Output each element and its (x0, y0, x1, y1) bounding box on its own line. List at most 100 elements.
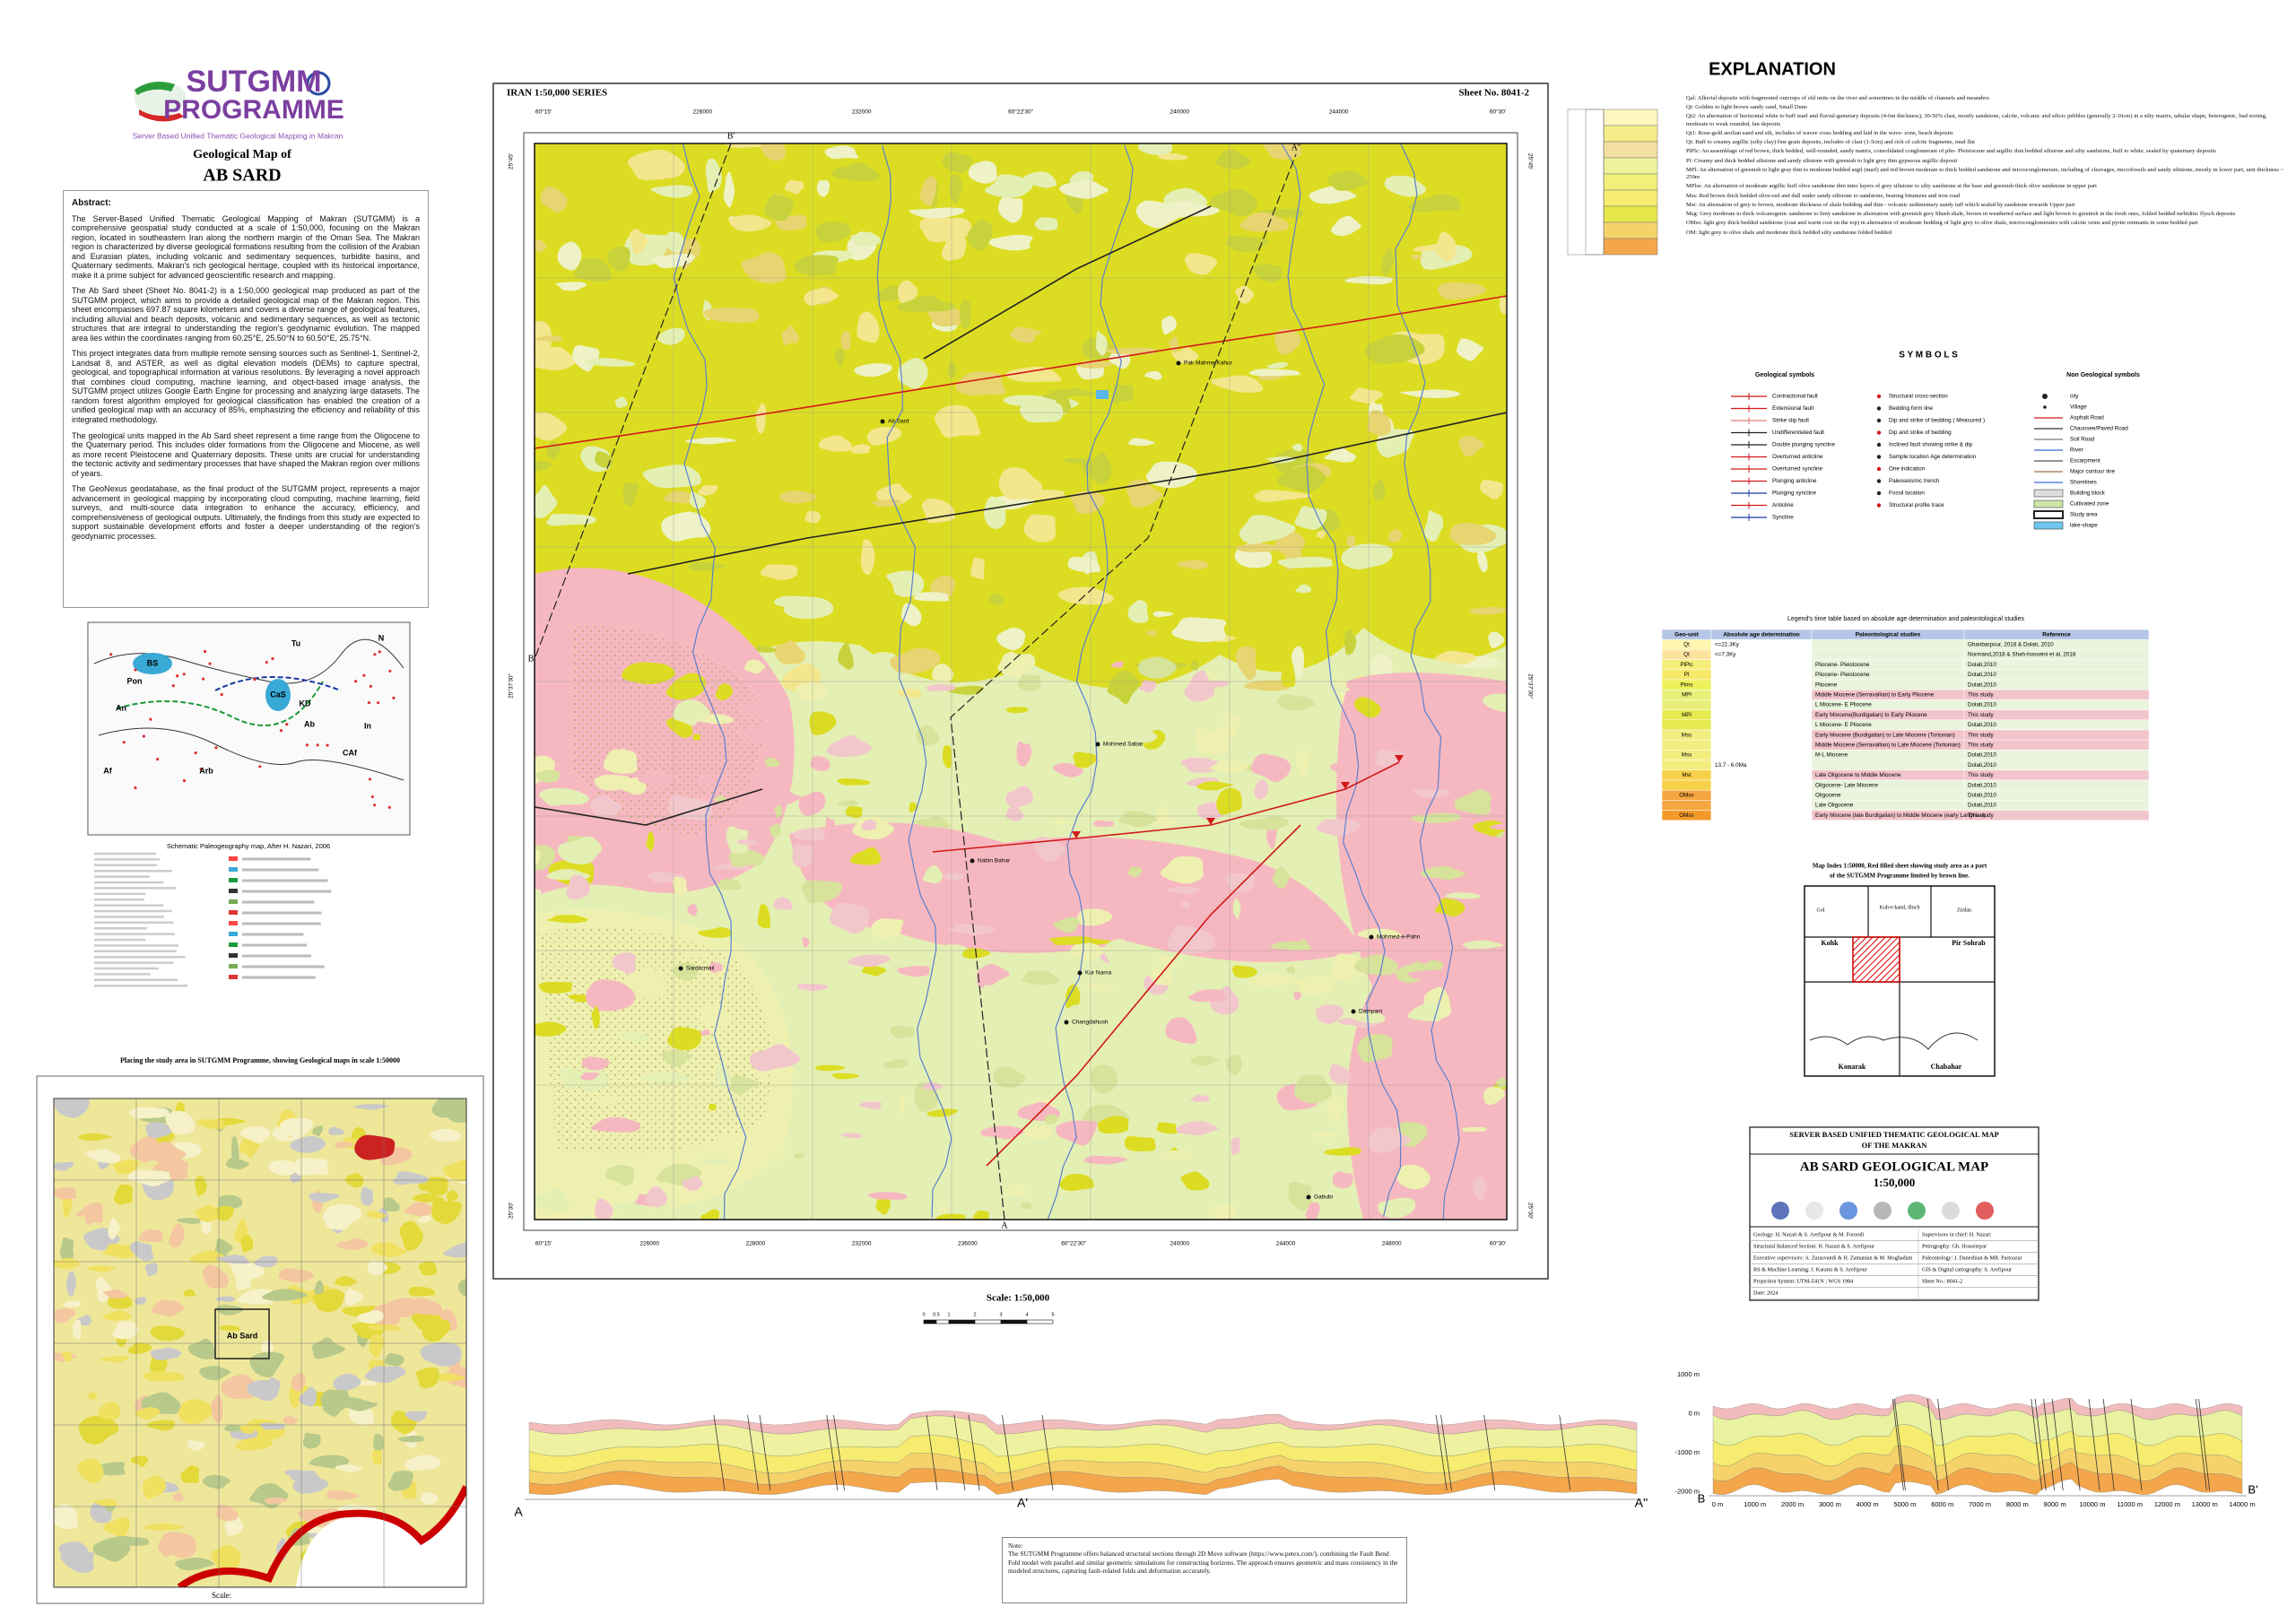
map-series: IRAN 1:50,000 SERIES (507, 88, 607, 99)
unit-patch (1281, 667, 1296, 688)
section-line (535, 143, 732, 660)
section-fault (926, 1414, 938, 1491)
inset-unit (420, 1492, 439, 1506)
section-fault (1435, 1414, 1448, 1491)
unit-patch (1232, 898, 1241, 920)
inset-unit (431, 1099, 466, 1118)
symbol-label: River (2070, 447, 2083, 454)
unit-patch (1239, 816, 1289, 830)
unit-patch (837, 800, 859, 807)
section-x-label: 5000 m (1893, 1500, 1916, 1508)
unit-patch (757, 904, 771, 929)
unit-patch (985, 174, 1033, 198)
section-fault (833, 1414, 845, 1491)
section-y-label: 0 m (1688, 1409, 1700, 1417)
symbols-title: S Y M B O L S (1899, 351, 1958, 360)
paleo-point (378, 650, 381, 654)
inset-unit (195, 1204, 218, 1222)
unit-patch (1174, 1120, 1219, 1135)
coord-label: 244000 (1329, 109, 1349, 116)
unit-patch (1054, 916, 1080, 934)
unit-patch (1413, 246, 1440, 252)
unit-patch (1081, 984, 1118, 991)
unit-patch (826, 734, 872, 758)
scale-tick-label: 2 (973, 1312, 976, 1317)
table-cell (1811, 649, 1965, 660)
column-unit (1603, 189, 1658, 207)
symbol-label: Cultivated zone (2070, 501, 2109, 508)
unit-patch (803, 1214, 839, 1220)
inset-unit (412, 1193, 439, 1203)
table-text: PlPlc (1680, 662, 1692, 668)
inset-unit (267, 1159, 300, 1177)
coord-label: 60°30' (1490, 109, 1506, 116)
inset-unit (66, 1271, 76, 1297)
paleo-coast (98, 727, 404, 781)
unit-patch (935, 404, 981, 439)
inset-unit (63, 1299, 82, 1307)
paleo-point (388, 669, 392, 673)
note-box: Note: The SUTGMM Programme offers balanc… (1002, 1537, 1407, 1603)
symbol-label: Village (2070, 404, 2087, 411)
unit-patch (1181, 721, 1227, 729)
inset-unit (92, 1537, 131, 1562)
inset-unit (129, 1241, 154, 1262)
table-text: Early Miocene (Burdigalian) to Late Mioc… (1815, 732, 1955, 738)
unit-patch (692, 734, 700, 741)
explanation-entry: Qt2: An alternation of horizontal white … (1686, 113, 2267, 127)
time-table: Geo-unit Absolute age determination Paleon… (1661, 629, 2150, 821)
unit-patch (1073, 751, 1098, 769)
partner-logo (1976, 1202, 1994, 1220)
unit-patch (1127, 438, 1155, 447)
symbol-label: Paleoseismic trench (1889, 478, 1940, 484)
inset-unit (75, 1210, 86, 1217)
coord-label: 232000 (852, 109, 872, 116)
symbol-label: Study area (2070, 512, 2098, 518)
unit-patch (1266, 361, 1289, 369)
unit-patch (699, 1158, 735, 1165)
symbol-icon (2033, 499, 2064, 508)
inset-unit (130, 1455, 149, 1467)
symbol-label: Overturned syncline (1772, 466, 1822, 473)
section-fault (1894, 1398, 1906, 1491)
explanation-text: Qal: Alluvial deposits with fragmented o… (1686, 95, 2285, 239)
paleo-sea (265, 679, 291, 711)
scale-tick-label: 3 (999, 1312, 1002, 1317)
inset-unit (294, 1158, 329, 1177)
inset-unit (239, 1425, 256, 1434)
unit-patch (995, 1125, 1013, 1138)
credit: Structural Balanced Section: H. Nazari &… (1753, 1243, 1874, 1249)
unit-patch (535, 412, 567, 441)
unit-patch (1324, 447, 1356, 463)
inset-unit (240, 1125, 271, 1144)
unit-patch (668, 1208, 697, 1214)
inset-unit (261, 1340, 274, 1355)
inset-unit (373, 1433, 384, 1451)
unit-patch (1412, 788, 1451, 798)
symbol-label: Asphalt Road (2070, 415, 2104, 421)
logo-flag (135, 82, 175, 95)
unit-patch (718, 879, 742, 890)
coord-label: 232000 (852, 1241, 872, 1247)
paleo-label: An (116, 703, 126, 712)
explanation-entry: MPl: An alternation of greenish to light… (1686, 166, 2284, 181)
unit-patch (1083, 1155, 1127, 1165)
unit-patch (645, 1186, 667, 1208)
unit-patch (1411, 254, 1422, 260)
index-coast (1809, 1032, 1979, 1050)
unit-patch (1265, 456, 1296, 464)
inset-unit (311, 1289, 345, 1312)
abstract-box: Abstract: The Server-Based Unified Thema… (63, 190, 429, 608)
unit-patch (1434, 231, 1457, 262)
unit-patch (1353, 954, 1398, 976)
inset-unit (99, 1356, 129, 1363)
inset-unit (54, 1161, 74, 1171)
paleo-point (271, 656, 274, 661)
inset-unit (135, 1297, 147, 1305)
unit-patch (1316, 819, 1361, 838)
inset-unit (198, 1365, 230, 1381)
symbol-label: Major contour line (2070, 469, 2116, 475)
place-name: Sardarmail (686, 966, 715, 972)
table-cell (1661, 699, 1712, 710)
inset-unit (215, 1296, 236, 1303)
